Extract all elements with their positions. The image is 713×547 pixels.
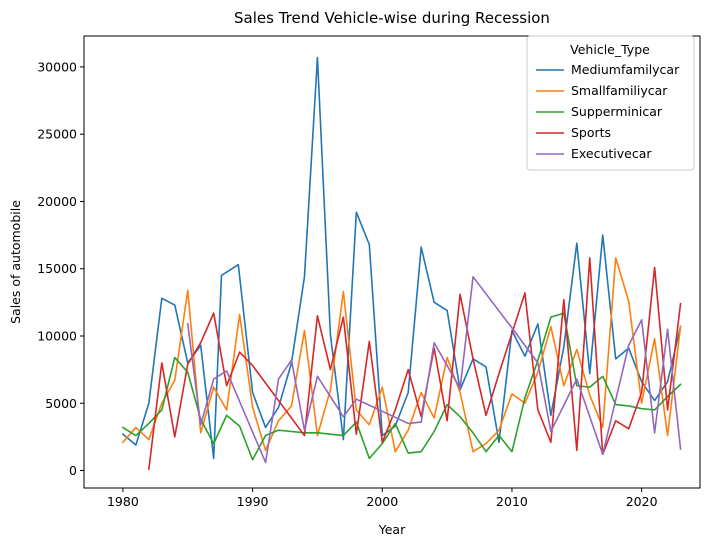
x-tick-label: 2000 xyxy=(366,494,398,509)
legend-label: Executivecar xyxy=(571,146,652,161)
y-tick-label: 25000 xyxy=(37,127,77,142)
x-axis-label: Year xyxy=(378,522,406,537)
x-axis: 1980 1990 2000 2010 2020 xyxy=(107,488,658,509)
series-line-mediumfamilycar xyxy=(121,56,682,460)
plot-frame xyxy=(83,35,701,489)
legend-label: Smallfamiliycar xyxy=(571,83,668,98)
x-tick-label: 1990 xyxy=(237,494,269,509)
series-line-sports xyxy=(147,257,682,471)
legend-label: Supperminicar xyxy=(571,104,663,119)
y-axis-label: Sales of automobile xyxy=(8,200,23,324)
x-tick-label: 1980 xyxy=(107,494,139,509)
y-tick-label: 20000 xyxy=(37,194,77,209)
y-tick-label: 10000 xyxy=(37,328,77,343)
legend-label: Sports xyxy=(571,125,611,140)
y-tick-label: 15000 xyxy=(37,261,77,276)
legend-box xyxy=(526,35,695,171)
legend-title: Vehicle_Type xyxy=(570,42,650,57)
series-line-supperminicar xyxy=(121,312,682,461)
legend: Vehicle_Type Mediumfamilycar Smallfamiliy… xyxy=(526,35,695,171)
y-tick-label: 0 xyxy=(69,463,77,478)
x-tick-label: 2020 xyxy=(626,494,658,509)
series-line-executivecar xyxy=(186,276,682,464)
x-tick-label: 2010 xyxy=(496,494,528,509)
chart-title: Sales Trend Vehicle-wise during Recessio… xyxy=(234,9,550,27)
y-axis: 0 5000 10000 15000 20000 25000 30000 xyxy=(37,59,84,478)
y-tick-label: 5000 xyxy=(45,396,77,411)
plot-lines xyxy=(121,56,682,471)
legend-items: Mediumfamilycar Smallfamiliycar Suppermini… xyxy=(536,62,680,161)
y-tick-label: 30000 xyxy=(37,59,77,74)
legend-label: Mediumfamilycar xyxy=(571,62,680,77)
